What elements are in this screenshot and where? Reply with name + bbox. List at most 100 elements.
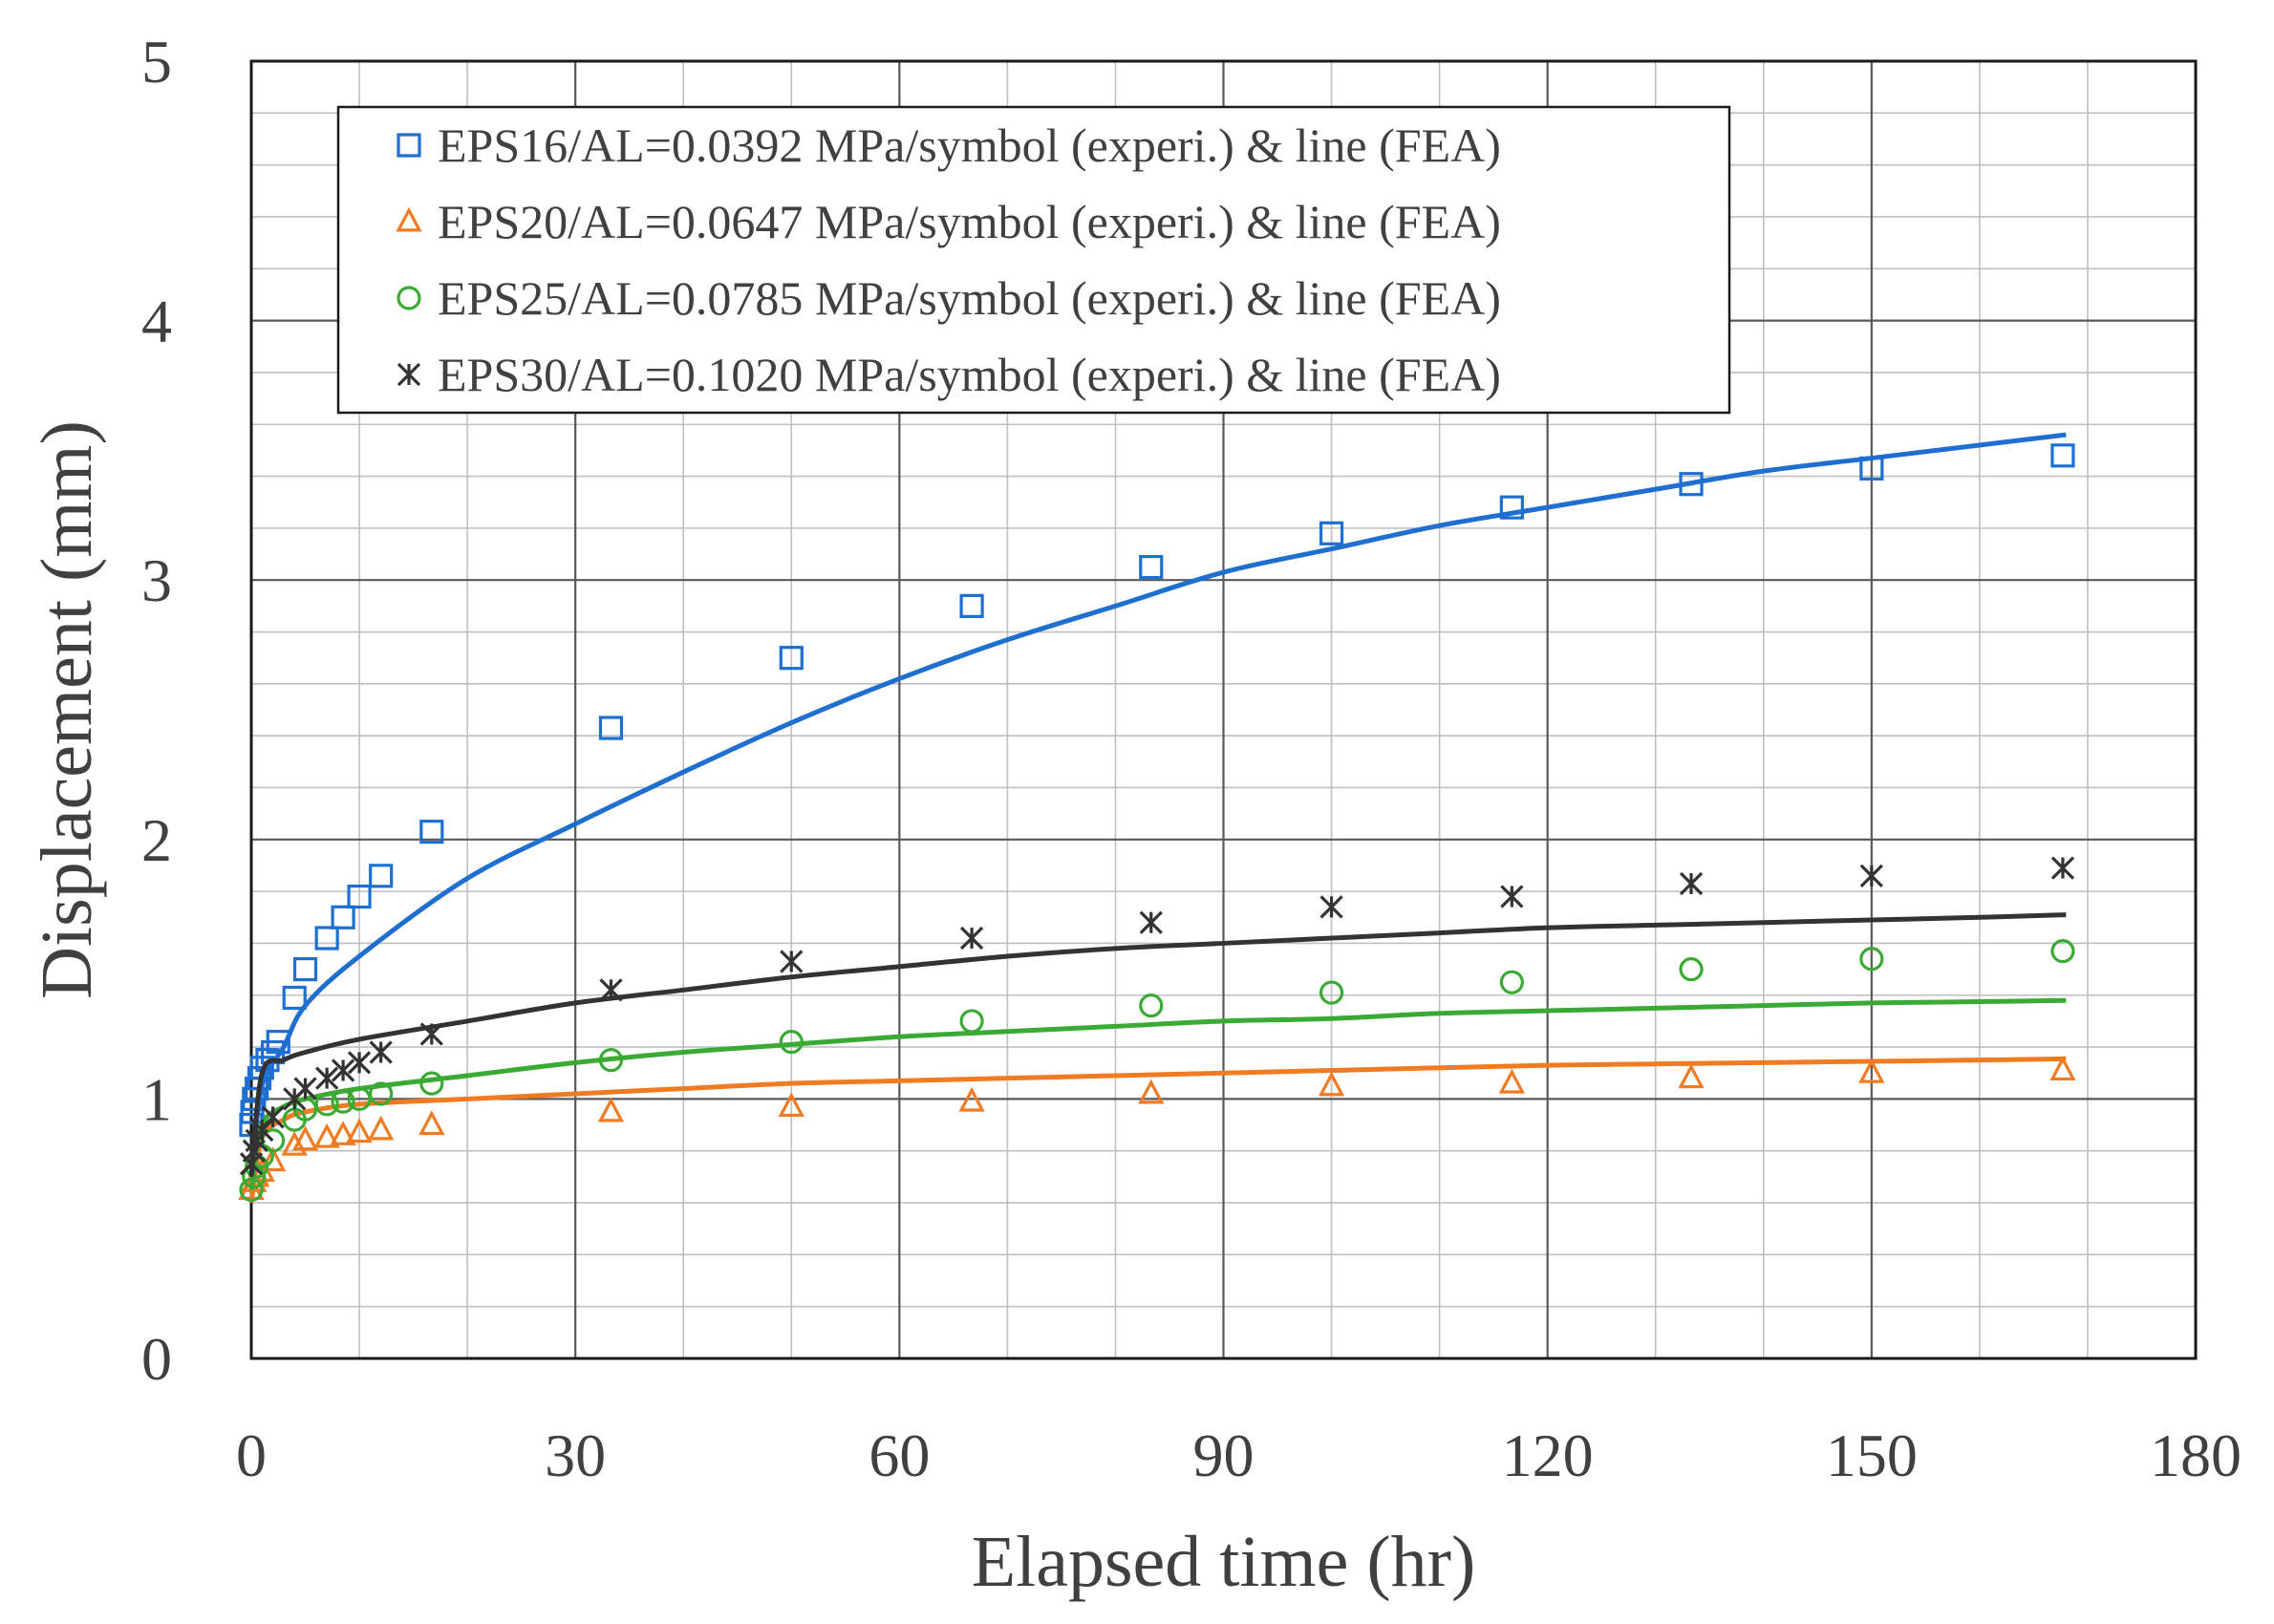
experiment-point bbox=[419, 1022, 443, 1046]
experiment-point bbox=[347, 884, 372, 909]
fea-line bbox=[248, 912, 2067, 1178]
experiment-point bbox=[347, 1051, 372, 1075]
experiment-point bbox=[1500, 885, 1524, 908]
experiment-point bbox=[1679, 472, 1704, 497]
legend-item: EPS25/AL=0.0785 MPa/symbol (experi.) & l… bbox=[397, 271, 1501, 325]
x-axis-title: Elapsed time (hr) bbox=[972, 1522, 1476, 1602]
experiment-point bbox=[419, 1071, 444, 1096]
legend-marker bbox=[396, 206, 422, 232]
legend-marker bbox=[397, 286, 421, 310]
experiment-point bbox=[1678, 1063, 1705, 1089]
legend-item: EPS30/AL=0.1020 MPa/symbol (experi.) & l… bbox=[397, 348, 1501, 401]
legend: EPS16/AL=0.0392 MPa/symbol (experi.) & l… bbox=[336, 105, 1731, 415]
experiment-point bbox=[2050, 856, 2075, 880]
series-1 bbox=[239, 432, 2075, 1178]
y-tick-label: 2 bbox=[141, 806, 172, 874]
experiment-point bbox=[419, 820, 444, 844]
experiment-point bbox=[315, 1066, 339, 1090]
fea-line bbox=[248, 1056, 2067, 1204]
experiment-point bbox=[2050, 938, 2075, 964]
experiment-point bbox=[281, 1130, 308, 1156]
experiment-point bbox=[597, 1097, 625, 1122]
x-tick-label: 120 bbox=[1502, 1421, 1594, 1489]
experiment-point bbox=[1858, 1058, 1885, 1083]
experiment-point bbox=[291, 1125, 319, 1151]
legend-box bbox=[336, 105, 1731, 415]
experiment-point bbox=[779, 1030, 804, 1055]
experiment-point bbox=[330, 1121, 356, 1145]
experiment-point bbox=[1679, 871, 1704, 896]
experiment-point bbox=[347, 1086, 372, 1112]
experiment-point bbox=[778, 1092, 804, 1118]
y-axis-title: Displacement (mm) bbox=[27, 420, 107, 999]
x-axis-tick-labels: 0 30 60 90 120 150 180 bbox=[236, 1421, 2242, 1489]
experiment-point bbox=[346, 1118, 373, 1143]
experiment-point bbox=[266, 1030, 290, 1055]
experiment-point bbox=[780, 950, 804, 973]
experiment-point bbox=[331, 1089, 355, 1114]
experiment-point bbox=[958, 1086, 985, 1112]
experiment-point bbox=[598, 1048, 624, 1073]
experiment-point bbox=[368, 1115, 395, 1141]
experiment-point bbox=[2050, 443, 2075, 468]
legend-marker bbox=[397, 362, 421, 387]
experiment-point bbox=[1319, 521, 1344, 545]
experiment-point bbox=[314, 1092, 339, 1117]
experiment-point bbox=[1499, 495, 1524, 520]
experiment-point bbox=[314, 926, 339, 951]
experiment-point bbox=[282, 985, 307, 1011]
experiment-point bbox=[959, 593, 984, 618]
x-tick-label: 180 bbox=[2150, 1421, 2242, 1489]
legend-label: EPS16/AL=0.0392 MPa/symbol (experi.) & l… bbox=[438, 118, 1501, 172]
y-tick-label: 1 bbox=[141, 1065, 172, 1133]
experiment-point bbox=[598, 716, 624, 740]
experiment-point bbox=[331, 1058, 355, 1082]
x-tick-label: 30 bbox=[545, 1421, 606, 1489]
experiment-point bbox=[1139, 910, 1163, 934]
y-tick-label: 4 bbox=[141, 288, 172, 355]
experiment-point bbox=[1138, 1079, 1165, 1104]
legend-label: EPS30/AL=0.1020 MPa/symbol (experi.) & l… bbox=[438, 348, 1501, 401]
experiment-point bbox=[313, 1122, 340, 1148]
experiment-point bbox=[369, 864, 394, 888]
y-tick-label: 3 bbox=[141, 546, 172, 614]
experiment-point bbox=[1319, 980, 1344, 1005]
legend-label: EPS25/AL=0.0785 MPa/symbol (experi.) & l… bbox=[438, 271, 1501, 325]
x-tick-label: 60 bbox=[869, 1421, 930, 1489]
experiment-point bbox=[239, 1177, 264, 1203]
plot-area-frame bbox=[249, 59, 2198, 1360]
series-layer bbox=[238, 432, 2076, 1204]
experiment-point bbox=[331, 905, 355, 930]
experiment-point bbox=[959, 1009, 984, 1034]
experiment-point bbox=[1499, 970, 1524, 994]
x-tick-label: 90 bbox=[1193, 1421, 1255, 1489]
experiment-point bbox=[599, 978, 623, 1002]
fea-line bbox=[248, 432, 2067, 1178]
experiment-point bbox=[1859, 864, 1883, 887]
y-axis-tick-labels: 0 1 2 3 4 5 bbox=[141, 28, 172, 1393]
experiment-point bbox=[418, 1110, 445, 1136]
y-tick-label: 0 bbox=[141, 1325, 172, 1393]
series-4 bbox=[239, 856, 2075, 1178]
experiment-point bbox=[1318, 1071, 1345, 1097]
experiment-point bbox=[1498, 1068, 1526, 1094]
experiment-point bbox=[1139, 994, 1164, 1018]
experiment-point bbox=[369, 1040, 393, 1064]
legend-label: EPS20/AL=0.0647 MPa/symbol (experi.) & l… bbox=[438, 195, 1501, 248]
experiment-point bbox=[959, 926, 984, 951]
experiment-point bbox=[779, 646, 804, 671]
experiment-point bbox=[369, 1081, 394, 1106]
experiment-point bbox=[1139, 555, 1164, 580]
experiment-point bbox=[1319, 895, 1343, 919]
y-tick-label: 5 bbox=[141, 28, 172, 96]
experiment-point bbox=[259, 1146, 287, 1172]
legend-item: EPS20/AL=0.0647 MPa/symbol (experi.) & l… bbox=[396, 195, 1501, 248]
x-tick-label: 150 bbox=[1826, 1421, 1918, 1489]
experiment-point bbox=[293, 1077, 317, 1100]
experiment-point bbox=[261, 1105, 285, 1129]
experiment-point bbox=[250, 1118, 274, 1143]
experiment-point bbox=[292, 956, 318, 982]
experiment-point bbox=[1679, 956, 1704, 982]
experiment-point bbox=[1859, 947, 1884, 972]
